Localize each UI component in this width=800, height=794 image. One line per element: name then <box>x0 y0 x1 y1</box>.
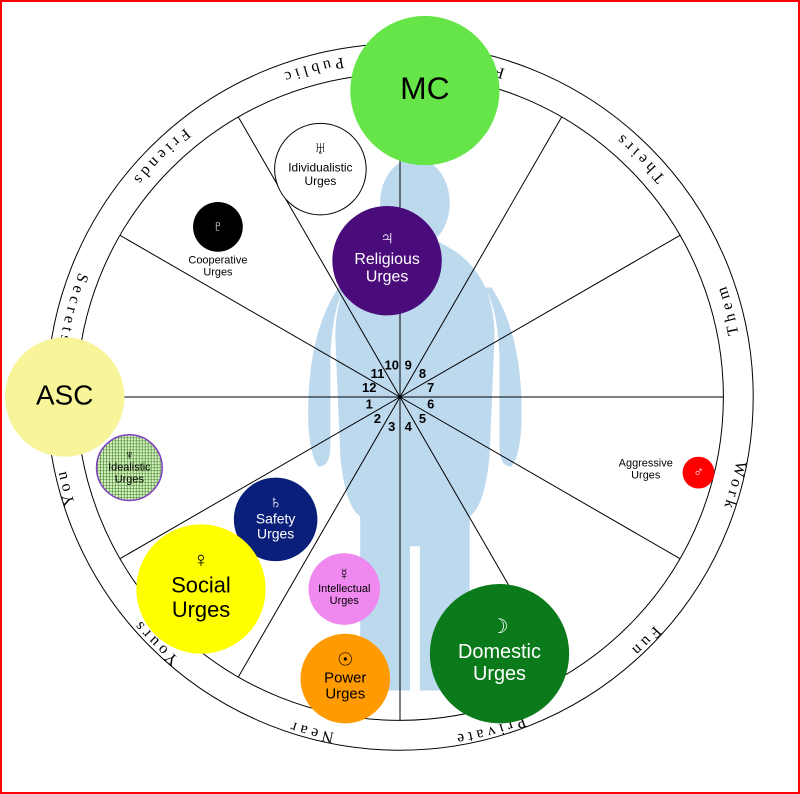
neptune-glyph: ♆ <box>124 446 134 462</box>
orb-venus: ♀SocialUrges <box>136 524 265 653</box>
uranus-label: Idividualistic <box>288 161 352 175</box>
house-number: 12 <box>362 380 376 395</box>
orb-mars: ♂ AggressiveUrges <box>619 457 715 489</box>
saturn-label: Safety <box>256 510 295 526</box>
orb-pluto: ♇ CooperativeUrges <box>188 202 247 279</box>
uranus-glyph: ♅ <box>314 138 327 158</box>
house-number: 9 <box>405 358 412 373</box>
orb-neptune: ♆IdealisticUrges <box>97 435 163 501</box>
orb-moon: ☽ DomesticUrges <box>430 584 569 723</box>
house-number: 7 <box>427 380 434 395</box>
mc-label: MC <box>400 70 450 106</box>
neptune-label: Idealistic <box>108 461 151 473</box>
saturn-label: Urges <box>257 526 294 542</box>
diagram-stage: 123456789101112 YouYoursNearPrivateFunWo… <box>0 0 800 794</box>
orb-asc: ASC <box>5 337 124 456</box>
sector-label: Friends <box>128 125 194 191</box>
venus-label: Social <box>171 573 231 598</box>
orb-sun: ☉PowerUrges <box>301 634 391 724</box>
sector-label: Secrets <box>56 271 91 347</box>
jupiter-label: Urges <box>366 269 408 286</box>
sector-label: You <box>52 466 78 507</box>
mars-glyph: ♂ <box>693 463 703 479</box>
venus-glyph: ♀ <box>193 547 209 572</box>
orb-mc: MC <box>350 16 499 165</box>
sector-label: Fun <box>626 623 664 661</box>
house-number: 8 <box>419 366 426 381</box>
sun-glyph: ☉ <box>337 649 353 669</box>
jupiter-label: Religious <box>354 251 419 268</box>
house-number: 10 <box>385 358 399 373</box>
moon-label: Domestic <box>458 641 541 663</box>
mars-label: Aggressive <box>619 458 673 470</box>
house-number: 1 <box>366 397 373 412</box>
venus-label: Urges <box>172 597 230 622</box>
moon-glyph: ☽ <box>491 616 509 638</box>
jupiter-glyph: ♃ <box>380 227 395 249</box>
sector-label: Them <box>712 281 742 337</box>
astrodyne-wheel: 123456789101112 YouYoursNearPrivateFunWo… <box>2 2 798 792</box>
orb-jupiter: ♃ ReligiousUrges <box>332 206 441 315</box>
house-number: 2 <box>374 411 381 426</box>
mercury-label: Intellectual <box>318 583 370 595</box>
moon-label: Urges <box>473 663 526 685</box>
mercury-label: Urges <box>330 595 360 607</box>
asc-label: ASC <box>36 379 93 410</box>
sun-label: Power <box>324 669 366 686</box>
house-number: 11 <box>371 366 385 381</box>
saturn-glyph: ♄ <box>269 492 282 512</box>
sun-label: Urges <box>325 686 365 703</box>
orb-mercury: ☿IntellectualUrges <box>308 553 380 625</box>
pluto-label: Urges <box>203 267 233 279</box>
sector-label: Work <box>719 460 749 514</box>
house-number: 5 <box>419 411 426 426</box>
pluto-glyph: ♇ <box>212 218 223 235</box>
mars-label: Urges <box>631 470 661 482</box>
house-number: 3 <box>388 419 395 434</box>
neptune-label: Urges <box>115 474 145 486</box>
house-number: 4 <box>405 419 413 434</box>
house-number: 6 <box>427 397 434 412</box>
sector-label: Near <box>285 717 336 746</box>
sector-label: Public <box>278 54 345 87</box>
pluto-label: Cooperative <box>188 255 247 267</box>
orb-uranus: ♅ IdividualisticUrges <box>275 123 367 215</box>
uranus-label: Urges <box>304 174 336 188</box>
mercury-glyph: ☿ <box>338 566 350 583</box>
